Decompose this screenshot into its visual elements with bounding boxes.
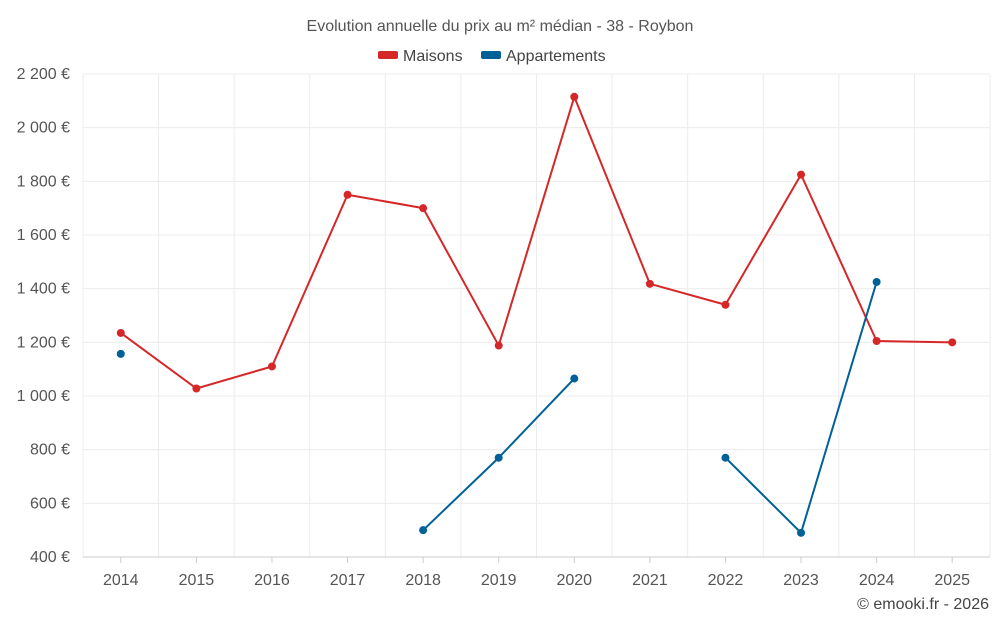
x-tick-label: 2018 xyxy=(405,572,441,589)
data-point-maisons[interactable] xyxy=(721,300,730,309)
data-point-appartements[interactable] xyxy=(116,349,125,358)
legend-label-appartements: Appartements xyxy=(506,48,606,65)
x-tick-label: 2024 xyxy=(859,572,895,589)
chart-title: Evolution annuelle du prix au m² médian … xyxy=(307,18,694,35)
data-point-maisons[interactable] xyxy=(343,190,352,199)
y-tick-label: 2 200 € xyxy=(17,66,70,83)
x-tick-label: 2017 xyxy=(330,572,366,589)
x-tick-label: 2015 xyxy=(179,572,215,589)
legend-item-maisons[interactable]: Maisons xyxy=(378,48,463,65)
data-point-appartements[interactable] xyxy=(721,453,730,462)
data-point-maisons[interactable] xyxy=(645,279,654,288)
x-axis: 2014 2015 2016 2017 2018 2019 2020 2021 2022 2023… xyxy=(83,556,990,589)
legend-swatch-appartements xyxy=(481,51,501,59)
x-tick-label: 2016 xyxy=(254,572,290,589)
legend-swatch-maisons xyxy=(378,51,398,59)
x-tick-label: 2019 xyxy=(481,572,517,589)
data-point-maisons[interactable] xyxy=(192,384,201,393)
y-tick-label: 1 600 € xyxy=(17,227,70,244)
series-maisons xyxy=(116,92,957,393)
y-tick-label: 800 € xyxy=(30,442,70,459)
x-tick-label: 2014 xyxy=(103,572,139,589)
data-point-maisons[interactable] xyxy=(948,338,957,347)
data-point-maisons[interactable] xyxy=(116,328,125,337)
y-tick-label: 2 000 € xyxy=(17,120,70,137)
legend[interactable]: Maisons Appartements xyxy=(378,48,606,65)
series-line-maisons xyxy=(120,95,953,390)
series-layer xyxy=(116,92,957,537)
data-point-maisons[interactable] xyxy=(570,92,579,101)
y-tick-label: 400 € xyxy=(30,549,70,566)
data-point-appartements[interactable] xyxy=(872,277,881,286)
credit-text: © emooki.fr - 2026 xyxy=(857,596,989,613)
x-tick-label: 2022 xyxy=(708,572,744,589)
y-tick-label: 1 800 € xyxy=(17,173,70,190)
data-point-appartements[interactable] xyxy=(419,526,428,535)
data-point-appartements[interactable] xyxy=(797,528,806,537)
y-tick-label: 1 400 € xyxy=(17,281,70,298)
y-axis: 400 € 600 € 800 € 1 000 € 1 200 € 1 400 € 1 60… xyxy=(17,66,70,566)
series-appartements xyxy=(116,277,881,537)
data-point-maisons[interactable] xyxy=(797,170,806,179)
y-tick-label: 600 € xyxy=(30,495,70,512)
y-tick-label: 1 000 € xyxy=(17,388,70,405)
x-tick-label: 2023 xyxy=(783,572,819,589)
y-tick-label: 1 200 € xyxy=(17,334,70,351)
data-point-appartements[interactable] xyxy=(570,374,579,383)
data-point-maisons[interactable] xyxy=(872,336,881,345)
x-tick-label: 2021 xyxy=(632,572,668,589)
data-point-appartements[interactable] xyxy=(494,453,503,462)
x-tick-label: 2025 xyxy=(934,572,970,589)
grid xyxy=(82,73,991,557)
series-line-appartements xyxy=(724,281,878,534)
data-point-maisons[interactable] xyxy=(267,362,276,371)
legend-item-appartements[interactable]: Appartements xyxy=(481,48,606,65)
legend-label-maisons: Maisons xyxy=(403,48,463,65)
data-point-maisons[interactable] xyxy=(419,204,428,213)
data-point-maisons[interactable] xyxy=(494,341,503,350)
x-tick-label: 2020 xyxy=(556,572,592,589)
